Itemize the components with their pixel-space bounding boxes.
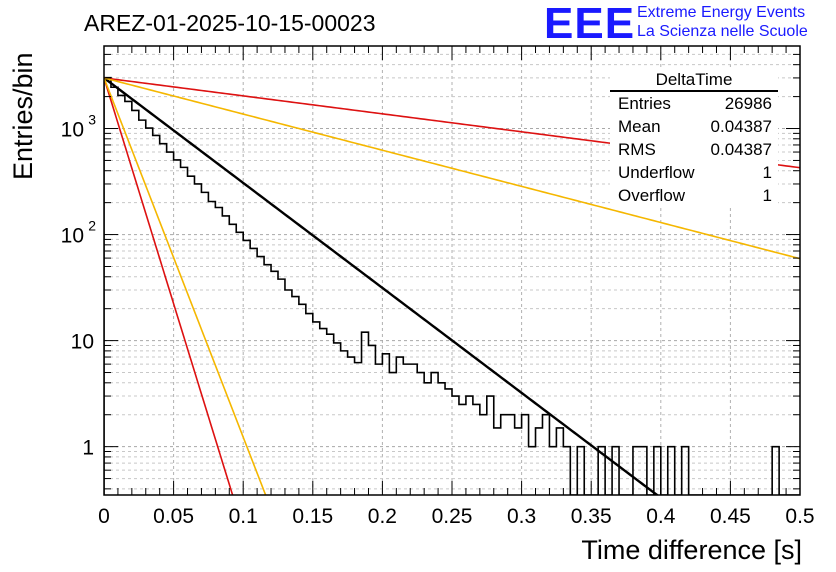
x-tick-label: 0.1: [229, 505, 258, 528]
curve-yellow-fast: [104, 77, 267, 495]
stats-value: 1: [762, 163, 772, 182]
x-tick-label: 0.45: [710, 505, 751, 528]
logo-line-1: Extreme Energy Events: [637, 4, 806, 21]
stats-value: 1: [762, 186, 772, 205]
curve-yellow-slow: [104, 77, 800, 260]
x-tick-label: 0.5: [785, 505, 814, 528]
y-tick-label: 10: [71, 331, 94, 354]
stats-row-underflow: Underflow 1: [610, 161, 778, 184]
y-axis-label: Entries/bin: [8, 52, 38, 180]
stats-row-mean: Mean 0.04387: [610, 115, 778, 138]
x-tick-label: 0.25: [432, 505, 473, 528]
run-title: AREZ-01-2025-10-15-00023: [84, 10, 376, 36]
stats-value: 26986: [724, 94, 772, 113]
x-axis-label: Time difference [s]: [581, 535, 802, 565]
logo-line-2: La Scienza nelle Scuole: [637, 23, 808, 40]
stats-row-overflow: Overflow 1: [610, 184, 778, 207]
stats-label: Mean: [618, 117, 661, 136]
y-tick-label: 10: [61, 225, 84, 248]
x-tick-label: 0.15: [292, 505, 333, 528]
stats-row-entries: Entries 26986: [610, 92, 778, 115]
y-tick-label: 1: [82, 437, 94, 460]
x-tick-label: 0.4: [646, 505, 676, 528]
x-tick-label: 0.35: [571, 505, 612, 528]
stats-value: 0.04387: [710, 140, 772, 159]
stats-box: DeltaTime Entries 26986 Mean 0.04387 RMS…: [610, 70, 778, 207]
x-tick-label: 0: [98, 505, 110, 528]
y-tick-label: 10: [61, 119, 84, 142]
stats-title: DeltaTime: [610, 70, 778, 92]
stats-label: RMS: [618, 140, 656, 159]
x-tick-label: 0.05: [153, 505, 194, 528]
stats-label: Entries: [618, 94, 671, 113]
stats-row-rms: RMS 0.04387: [610, 138, 778, 161]
x-tick-label: 0.3: [507, 505, 536, 528]
x-tick-label: 0.2: [368, 505, 397, 528]
y-tick-exponent: 2: [88, 218, 96, 234]
y-tick-exponent: 3: [88, 112, 96, 128]
eee-logo: EEE: [544, 0, 636, 48]
histogram: [104, 76, 800, 495]
stats-label: Overflow: [618, 186, 686, 205]
stats-label: Underflow: [618, 163, 695, 182]
curve-red-fast: [104, 77, 234, 495]
curve-fit: [104, 76, 660, 495]
stats-value: 0.04387: [710, 117, 772, 136]
